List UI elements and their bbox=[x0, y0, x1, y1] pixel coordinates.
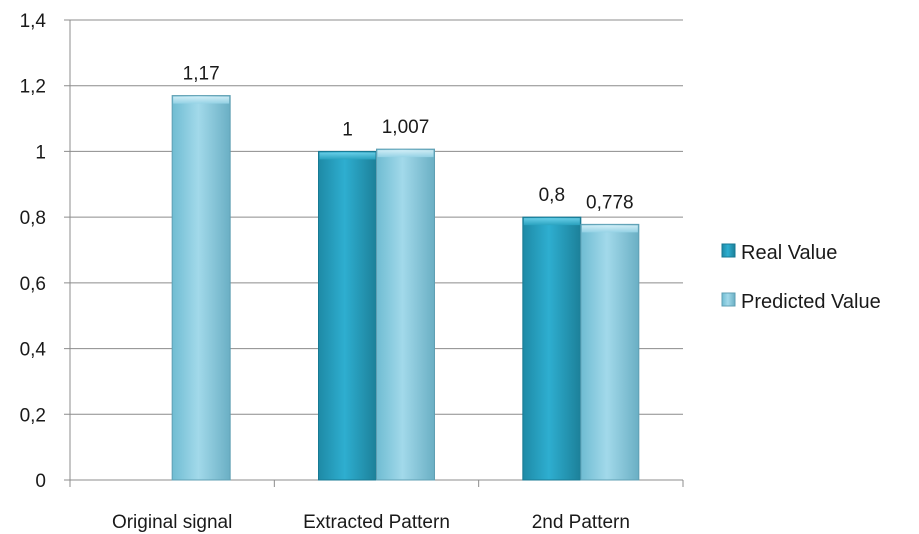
y-tick-label: 0,2 bbox=[20, 405, 46, 426]
bars bbox=[171, 95, 640, 481]
y-tick-label: 0,8 bbox=[20, 208, 46, 229]
legend-swatch bbox=[721, 292, 736, 307]
legend-label: Predicted Value bbox=[741, 291, 881, 313]
y-tick-label: 1,2 bbox=[20, 77, 46, 98]
bar-bevel bbox=[523, 218, 580, 226]
data-label: 1,17 bbox=[183, 64, 220, 85]
y-tick-label: 0 bbox=[35, 471, 46, 492]
bar-real-value bbox=[522, 216, 582, 481]
legend-swatch bbox=[721, 243, 736, 258]
x-category-label: 2nd Pattern bbox=[532, 512, 630, 533]
bar-bevel bbox=[377, 150, 434, 158]
bar-bevel bbox=[581, 225, 638, 233]
legend-label: Real Value bbox=[741, 242, 837, 264]
data-label: 1,007 bbox=[382, 117, 430, 138]
bar-bevel bbox=[319, 152, 376, 160]
data-label: 0,778 bbox=[586, 192, 634, 213]
y-tick-label: 1,4 bbox=[20, 11, 47, 32]
y-tick-label: 1 bbox=[35, 142, 46, 163]
data-labels: 1,17 1 1,007 0,8 0,778 bbox=[183, 64, 634, 214]
y-tick-label: 0,4 bbox=[20, 340, 47, 361]
data-label: 1 bbox=[342, 119, 353, 140]
bar-predicted-value bbox=[580, 223, 640, 481]
y-tick-label: 0,6 bbox=[20, 274, 46, 295]
bar-predicted-value bbox=[171, 95, 231, 481]
bar-bevel bbox=[173, 96, 230, 104]
data-label: 0,8 bbox=[539, 185, 565, 206]
x-category-label: Original signal bbox=[112, 512, 232, 533]
bar-real-value bbox=[318, 150, 377, 481]
legend: Real Value Predicted Value bbox=[721, 242, 881, 313]
bar-predicted-value bbox=[376, 148, 435, 481]
x-category-label: Extracted Pattern bbox=[303, 512, 450, 533]
